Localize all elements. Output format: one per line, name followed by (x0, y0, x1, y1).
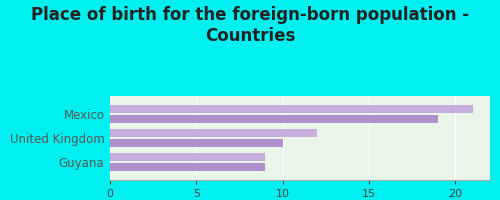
Text: Place of birth for the foreign-born population -
Countries: Place of birth for the foreign-born popu… (31, 6, 469, 45)
Bar (110, 139, 282, 147)
Bar (110, 153, 266, 161)
Bar (110, 163, 266, 171)
Bar (110, 115, 438, 123)
Bar (110, 105, 472, 113)
Bar (110, 129, 318, 137)
